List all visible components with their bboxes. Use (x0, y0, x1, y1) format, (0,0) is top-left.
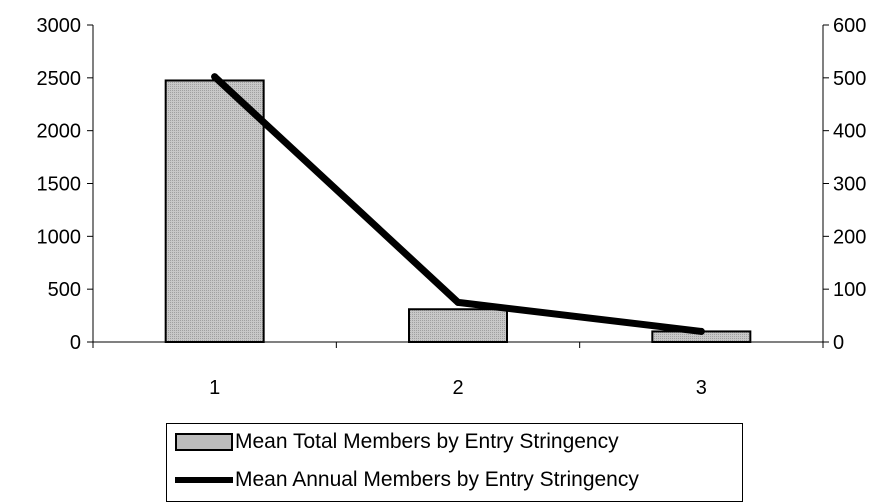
line-point-3 (697, 327, 705, 335)
x-tick-label: 3 (696, 377, 707, 399)
y-right-tick-label: 600 (833, 15, 866, 37)
y-right-tick-label: 500 (833, 68, 866, 90)
y-left-tick-label: 2500 (37, 68, 82, 90)
line-series (211, 73, 705, 335)
y-left-tick-label: 1500 (37, 174, 82, 196)
y-left-tick-label: 0 (70, 332, 81, 354)
annual-members-line (211, 73, 705, 335)
legend-label-total: Mean Total Members by Entry Stringency (235, 430, 619, 453)
x-tick-label: 1 (209, 377, 220, 399)
legend-label-annual: Mean Annual Members by Entry Stringency (235, 468, 639, 491)
y-right-tick-label: 400 (833, 121, 866, 143)
y-right-tick-label: 300 (833, 174, 866, 196)
y-left-tick-label: 3000 (37, 15, 82, 37)
bar-series (164, 79, 752, 344)
axes (87, 24, 829, 348)
y-right-tick-label: 200 (833, 226, 866, 248)
y-left-tick-label: 1000 (37, 226, 82, 248)
y-right-tick-label: 0 (833, 332, 844, 354)
line-point-1 (211, 73, 219, 81)
y-right-tick-label: 100 (833, 279, 866, 301)
bar-1 (164, 79, 265, 343)
legend-swatch-line (175, 477, 233, 483)
x-tick-label: 2 (452, 377, 463, 399)
legend-swatch-bar (175, 433, 233, 451)
tick-labels: 0 500 1000 1500 2000 2500 3000 0 100 200 300 400 500… (37, 15, 867, 399)
bar-2 (408, 308, 508, 344)
legend-item-annual: Mean Annual Members by Entry Stringency (175, 468, 639, 492)
y-left-tick-label: 500 (48, 279, 81, 301)
line-point-2 (454, 298, 462, 306)
y-left-tick-label: 2000 (37, 121, 82, 143)
combo-chart: 0 500 1000 1500 2000 2500 3000 0 100 200 300 400 500… (37, 15, 867, 399)
legend-item-total: Mean Total Members by Entry Stringency (175, 430, 619, 454)
legend: Mean Total Members by Entry Stringency M… (166, 423, 743, 502)
